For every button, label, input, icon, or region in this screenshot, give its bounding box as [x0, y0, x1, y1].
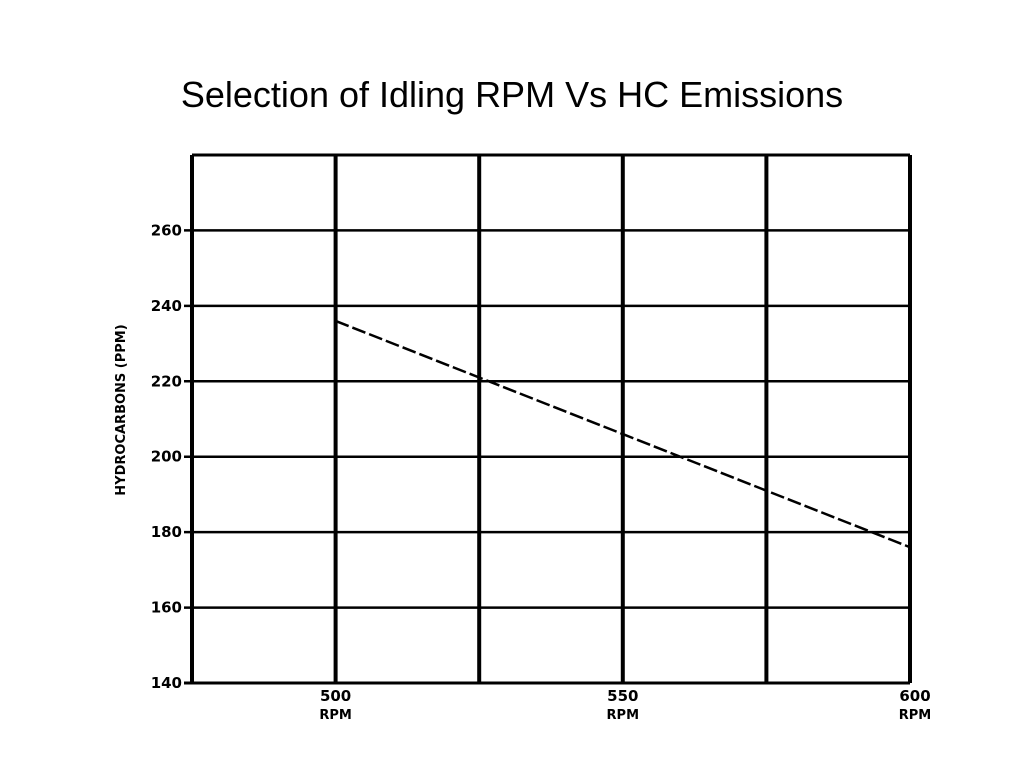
x-unit-label-500: RPM — [319, 708, 351, 723]
chart-grid — [184, 155, 910, 683]
x-tick-label-550: 550 — [607, 687, 638, 705]
y-tick-label-220: 220 — [151, 372, 182, 390]
y-tick-label-240: 240 — [151, 297, 182, 315]
x-tick-labels: 500 RPM 550 RPM 600 RPM — [319, 687, 931, 723]
y-axis-title: HYDROCARBONS (PPM) — [114, 324, 129, 495]
y-tick-label-260: 260 — [151, 221, 182, 239]
y-tick-label-200: 200 — [151, 448, 182, 466]
slide-title: Selection of Idling RPM Vs HC Emissions — [180, 74, 844, 115]
x-unit-label-550: RPM — [607, 708, 639, 723]
series-layer — [335, 319, 911, 549]
y-tick-label-160: 160 — [151, 599, 182, 617]
y-tick-labels: 140 160 180 200 220 240 260 — [151, 221, 182, 692]
y-tick-label-140: 140 — [151, 674, 182, 692]
x-tick-label-600: 600 — [899, 687, 930, 705]
plot-frame — [184, 153, 912, 685]
y-tick-label-180: 180 — [151, 523, 182, 541]
x-tick-label-500: 500 — [320, 687, 351, 705]
x-unit-label-600: RPM — [899, 708, 931, 723]
